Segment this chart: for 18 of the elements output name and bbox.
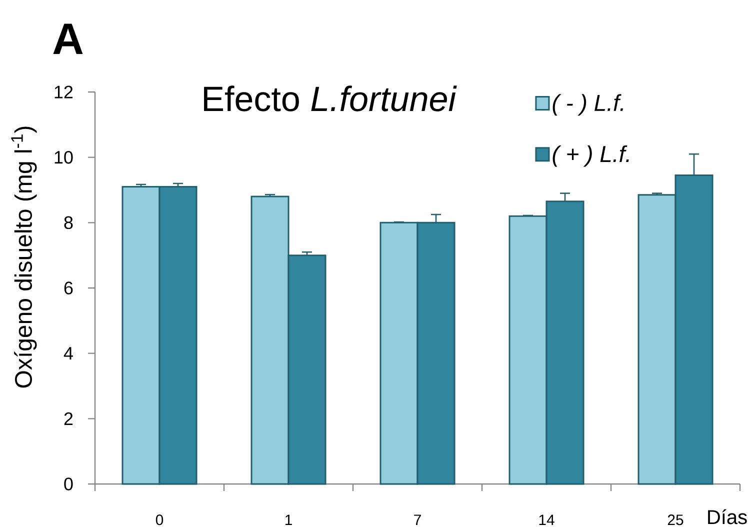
- text: A: [53, 24, 83, 54]
- x-axis-title: Días: [708, 509, 747, 524]
- chart-title: Efecto L.fortunei: [204, 86, 457, 112]
- x-tick-label: 14: [539, 514, 554, 525]
- legend-label: ( - ) L.f.: [552, 94, 623, 116]
- y-tick-label: 12: [54, 86, 73, 98]
- x-tick-label: 0: [156, 514, 164, 526]
- x-tick-label: 25: [668, 514, 684, 526]
- y-tick-label: 6: [64, 282, 73, 294]
- x-tick-label: 1: [285, 514, 292, 525]
- y-tick-label: 0: [64, 478, 73, 490]
- y-tick-label: 10: [54, 150, 73, 164]
- y-tick-label: 4: [64, 347, 73, 360]
- legend-label: ( + ) L.f.: [552, 145, 629, 167]
- y-axis-title: Oxígeno disuelto (mg l$^{-1}$): [11, 126, 37, 388]
- y-tick-label: 2: [64, 412, 73, 425]
- x-tick-label: 7: [414, 514, 421, 525]
- y-tick-label: 8: [64, 216, 73, 230]
